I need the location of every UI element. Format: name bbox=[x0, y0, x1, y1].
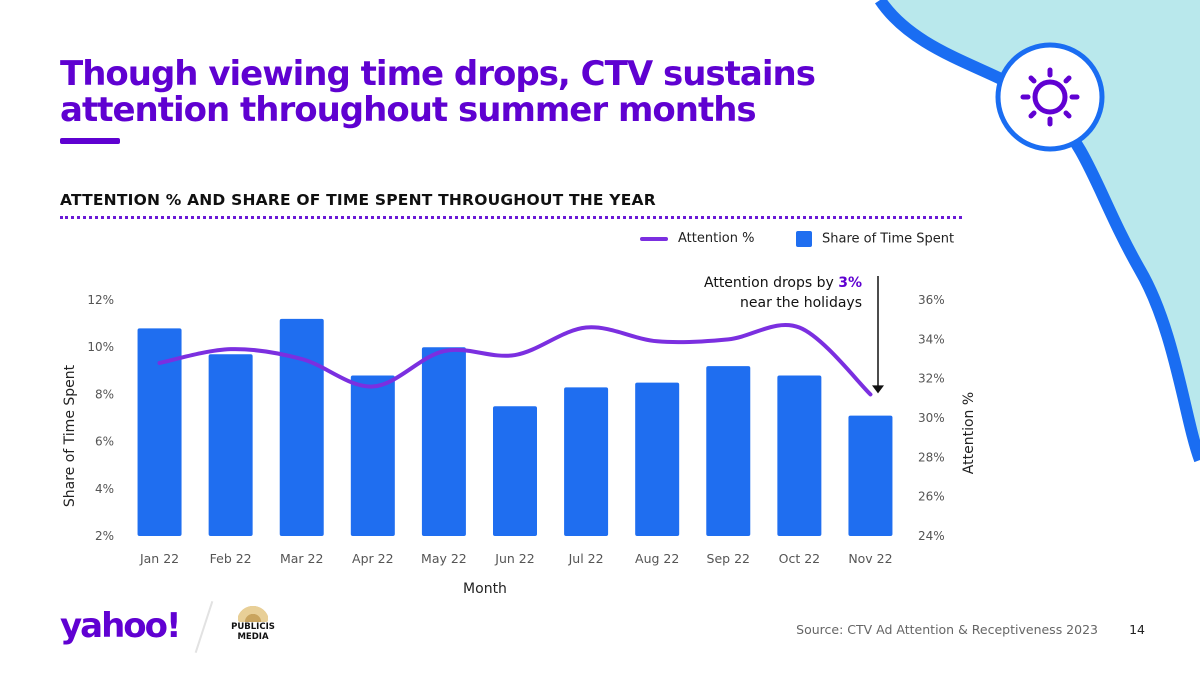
bar-10 bbox=[848, 415, 893, 536]
decor-teal-shape bbox=[880, 0, 1200, 460]
publicis-line2: MEDIA bbox=[237, 632, 269, 642]
y2-tick-label: 32% bbox=[918, 372, 945, 386]
x-tick-label: Apr 22 bbox=[352, 551, 394, 566]
attention-line bbox=[157, 323, 873, 397]
annotation-arrowhead bbox=[872, 385, 884, 394]
legend-label-attention: Attention % bbox=[678, 231, 755, 246]
x-tick-label: Jun 22 bbox=[494, 551, 534, 566]
legend-item-attention: Attention % bbox=[640, 231, 754, 246]
chart-subtitle: ATTENTION % AND SHARE OF TIME SPENT THRO… bbox=[60, 191, 656, 209]
y-tick-label: 10% bbox=[87, 340, 114, 354]
x-tick-label: Nov 22 bbox=[848, 551, 892, 566]
y-tick-label: 6% bbox=[95, 435, 114, 449]
x-tick-label: May 22 bbox=[421, 551, 467, 566]
annotation-prefix: Attention drops by bbox=[704, 275, 839, 291]
x-tick-label: Jan 22 bbox=[139, 551, 179, 566]
bar-0 bbox=[137, 328, 182, 536]
annotation-text: Attention drops by 3% near the holidays bbox=[640, 273, 862, 313]
y2-tick-label: 34% bbox=[918, 332, 945, 346]
y-tick-label: 12% bbox=[87, 293, 114, 307]
sun-icon bbox=[995, 42, 1105, 152]
legend-box-swatch bbox=[796, 231, 812, 247]
y-tick-label: 8% bbox=[95, 387, 114, 401]
y-tick-label: 4% bbox=[95, 482, 114, 496]
legend-item-share: Share of Time Spent bbox=[796, 231, 954, 247]
bar-8 bbox=[706, 366, 751, 536]
title-underline bbox=[60, 138, 120, 144]
dotted-divider bbox=[60, 216, 962, 219]
bar-6 bbox=[564, 387, 609, 536]
y2-axis-title: Attention % bbox=[961, 392, 977, 474]
bar-5 bbox=[493, 406, 537, 536]
y2-tick-label: 24% bbox=[918, 529, 945, 543]
x-tick-label: Oct 22 bbox=[779, 551, 821, 566]
x-tick-label: Sep 22 bbox=[707, 551, 750, 566]
publicis-media-logo: PUBLICIS MEDIA bbox=[214, 600, 292, 652]
y2-tick-label: 26% bbox=[918, 490, 945, 504]
legend-line-swatch bbox=[640, 236, 668, 241]
source-note: Source: CTV Ad Attention & Receptiveness… bbox=[796, 622, 1098, 637]
bar-3 bbox=[350, 375, 395, 536]
yahoo-logo: yahoo! bbox=[60, 606, 182, 646]
page-number: 14 bbox=[1129, 622, 1145, 637]
decor-blue-stroke bbox=[875, 0, 1200, 463]
legend-label-share: Share of Time Spent bbox=[822, 231, 955, 247]
x-tick-label: Jul 22 bbox=[568, 551, 604, 566]
annotation-line2: near the holidays bbox=[740, 295, 862, 311]
bar-1 bbox=[208, 354, 253, 536]
annotation-highlight: 3% bbox=[838, 275, 862, 291]
x-axis-title: Month bbox=[463, 581, 507, 597]
x-tick-label: Aug 22 bbox=[635, 551, 679, 566]
y2-tick-label: 28% bbox=[918, 450, 945, 464]
publicis-line1: PUBLICIS bbox=[231, 622, 275, 632]
y-axis-title: Share of Time Spent bbox=[62, 364, 78, 507]
x-tick-label: Feb 22 bbox=[210, 551, 252, 566]
x-tick-label: Mar 22 bbox=[280, 551, 323, 566]
slide-title: Though viewing time drops, CTV sustains … bbox=[60, 54, 816, 130]
bar-4 bbox=[421, 347, 466, 536]
bar-9 bbox=[777, 375, 822, 536]
y-tick-label: 2% bbox=[95, 529, 114, 543]
bar-2 bbox=[279, 318, 324, 536]
bar-7 bbox=[635, 382, 680, 536]
y2-tick-label: 30% bbox=[918, 411, 945, 425]
y2-tick-label: 36% bbox=[918, 293, 945, 307]
publicis-emblem-icon bbox=[238, 600, 268, 622]
